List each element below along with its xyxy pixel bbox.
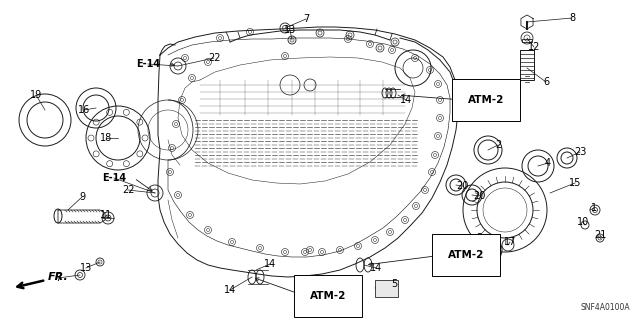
Bar [520, 50, 534, 80]
Text: 8: 8 [569, 13, 575, 23]
Text: 9: 9 [79, 192, 85, 202]
Text: 2: 2 [495, 140, 501, 150]
Text: E-14: E-14 [136, 59, 160, 69]
Text: 13: 13 [80, 263, 92, 273]
Text: 17: 17 [504, 237, 516, 247]
Text: 13: 13 [284, 25, 296, 35]
Text: 14: 14 [400, 95, 412, 105]
Text: 14: 14 [264, 259, 276, 269]
Text: FR.: FR. [48, 272, 68, 282]
Text: 22: 22 [122, 185, 134, 195]
Text: 1: 1 [591, 203, 597, 213]
Text: 3: 3 [476, 233, 482, 243]
Text: 20: 20 [473, 191, 485, 201]
FancyBboxPatch shape [374, 279, 397, 297]
Text: SNF4A0100A: SNF4A0100A [580, 303, 630, 312]
Text: 5: 5 [391, 279, 397, 289]
Text: 14: 14 [370, 263, 382, 273]
Text: 6: 6 [543, 77, 549, 87]
Text: 10: 10 [577, 217, 589, 227]
Text: 14: 14 [224, 285, 236, 295]
Text: ATM-2: ATM-2 [310, 291, 346, 301]
Text: ATM-2: ATM-2 [468, 95, 504, 105]
Text: 22: 22 [208, 53, 220, 63]
Text: 11: 11 [100, 210, 112, 220]
Text: 18: 18 [100, 133, 112, 143]
Text: 21: 21 [594, 230, 606, 240]
Text: E-14: E-14 [102, 173, 126, 183]
Text: 20: 20 [456, 181, 468, 191]
Text: 19: 19 [30, 90, 42, 100]
Text: 16: 16 [78, 105, 90, 115]
Text: ATM-2: ATM-2 [448, 250, 484, 260]
Text: 12: 12 [528, 42, 540, 52]
Text: 15: 15 [569, 178, 581, 188]
Text: 7: 7 [55, 273, 61, 283]
Text: 7: 7 [303, 14, 309, 24]
Text: 4: 4 [545, 158, 551, 168]
Text: 23: 23 [574, 147, 586, 157]
Bar [522, 39, 532, 42]
